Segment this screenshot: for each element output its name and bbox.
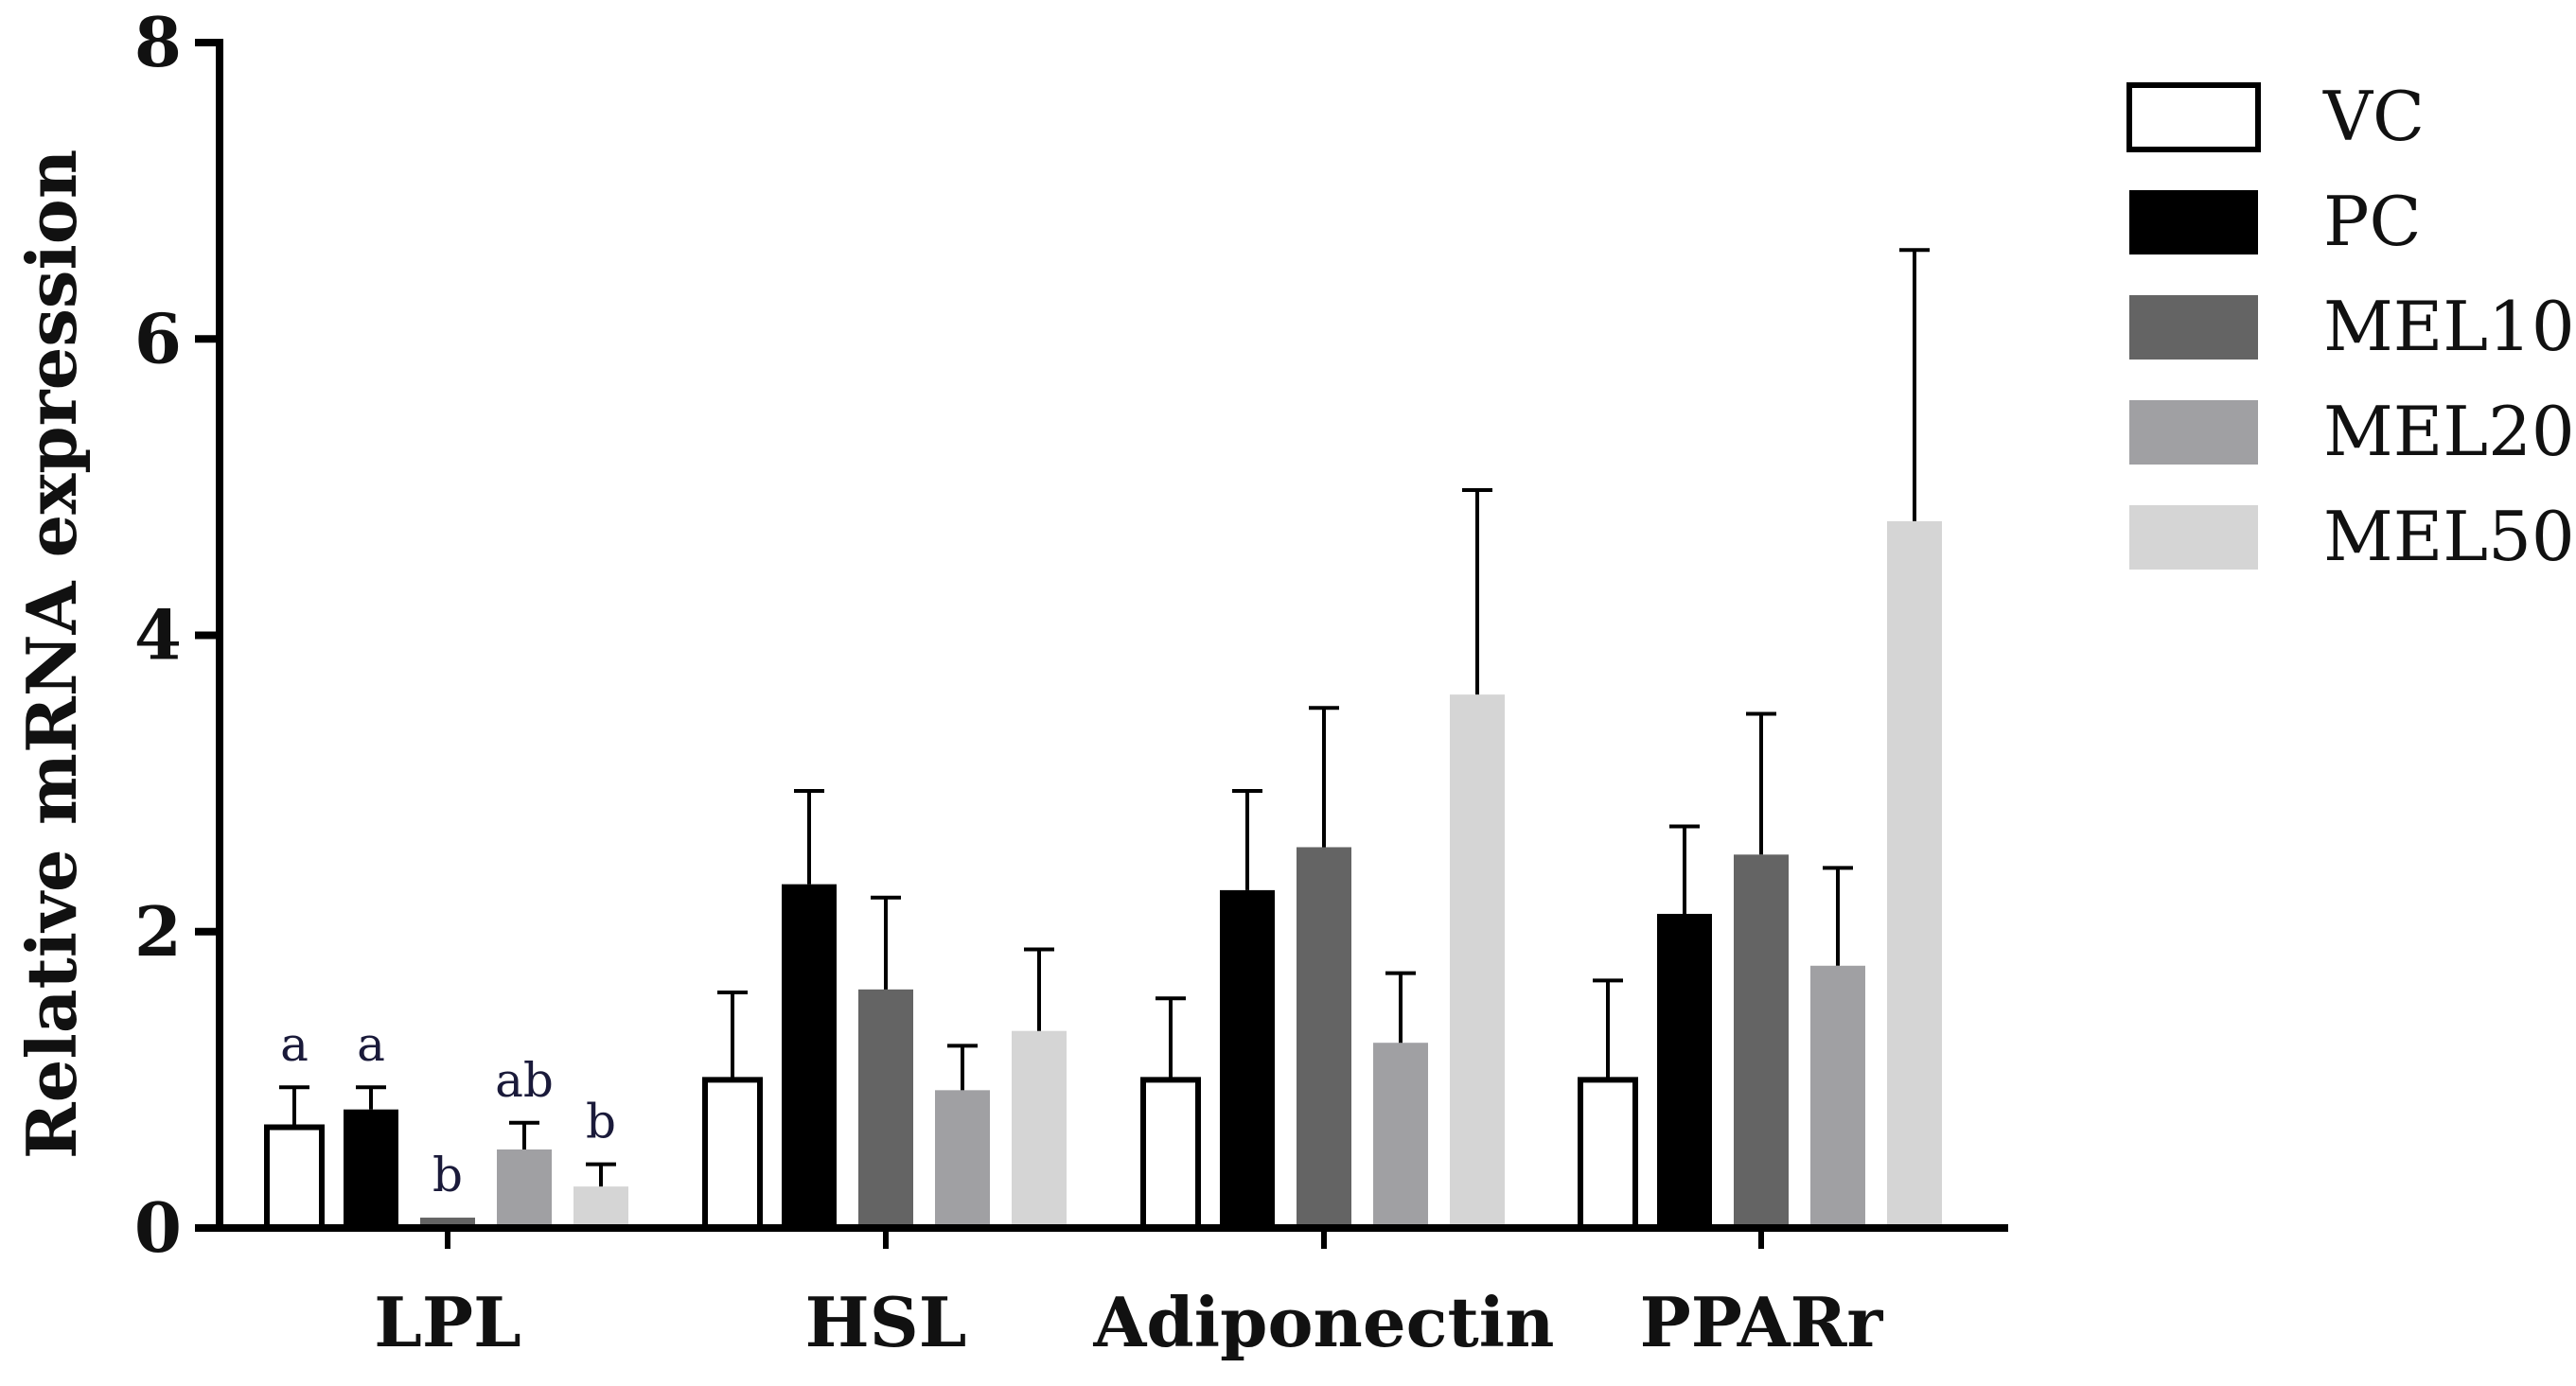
y-tick-label: 6 <box>134 298 182 378</box>
bar-pc-pparr <box>1657 913 1712 1228</box>
bar-mel50-lpl <box>573 1186 628 1228</box>
legend-label-pc: PC <box>2323 182 2422 261</box>
legend-swatch-mel50 <box>2129 505 2258 570</box>
legend-swatch-vc <box>2126 82 2261 152</box>
x-tick-label-pparr: PPARr <box>1640 1282 1884 1362</box>
bar-mel10-pparr <box>1734 854 1789 1228</box>
legend-swatch-mel10 <box>2129 295 2258 360</box>
significance-label: a <box>280 1017 309 1072</box>
y-axis-label: Relative mRNA expression <box>11 149 92 1159</box>
bar-pc-lpl <box>344 1109 398 1228</box>
bar-vc-lpl <box>264 1124 325 1231</box>
x-tick-label-hsl: HSL <box>805 1282 967 1362</box>
y-tick-label: 0 <box>134 1187 182 1268</box>
bar-pc-hsl <box>782 884 837 1228</box>
legend-label-mel50: MEL50 <box>2323 497 2575 576</box>
bar-vc-hsl <box>702 1077 763 1231</box>
bars-layer <box>264 520 1942 1231</box>
bar-mel20-lpl <box>497 1149 552 1228</box>
y-ticks-layer: 0 2 4 6 8 <box>134 2 220 1268</box>
bar-mel20-pparr <box>1810 965 1865 1228</box>
legend: VC PC MEL10 MEL20 MEL50 <box>2126 77 2575 576</box>
bar-mel10-lpl <box>420 1218 475 1228</box>
bar-mel20-adiponectin <box>1373 1043 1428 1228</box>
bar-pc-adiponectin <box>1220 889 1275 1228</box>
legend-swatch-pc <box>2129 190 2258 254</box>
legend-label-mel10: MEL10 <box>2323 287 2575 366</box>
significance-label: a <box>357 1017 385 1072</box>
bar-mel20-hsl <box>935 1090 990 1228</box>
bar-vc-pparr <box>1578 1077 1638 1231</box>
bar-vc-adiponectin <box>1140 1077 1201 1231</box>
y-tick-label: 8 <box>134 2 182 82</box>
bar-mel50-pparr <box>1887 520 1942 1228</box>
significance-label: b <box>432 1148 463 1202</box>
error-bars-layer <box>279 248 1930 1187</box>
y-tick-label: 4 <box>134 595 182 675</box>
significance-label: ab <box>495 1053 554 1108</box>
significance-label: b <box>586 1095 616 1149</box>
x-ticks-layer: LPL HSL Adiponectin PPARr <box>374 1228 1883 1362</box>
bar-mel10-adiponectin <box>1297 847 1351 1228</box>
bar-mel50-hsl <box>1012 1030 1067 1228</box>
bar-mel10-hsl <box>858 989 913 1228</box>
legend-label-vc: VC <box>2322 77 2425 156</box>
bar-mel50-adiponectin <box>1450 694 1505 1228</box>
x-tick-label-lpl: LPL <box>374 1282 520 1362</box>
legend-swatch-mel20 <box>2129 400 2258 465</box>
y-tick-label: 2 <box>134 891 182 972</box>
x-tick-label-adiponectin: Adiponectin <box>1093 1282 1555 1362</box>
legend-label-mel20: MEL20 <box>2323 392 2575 471</box>
